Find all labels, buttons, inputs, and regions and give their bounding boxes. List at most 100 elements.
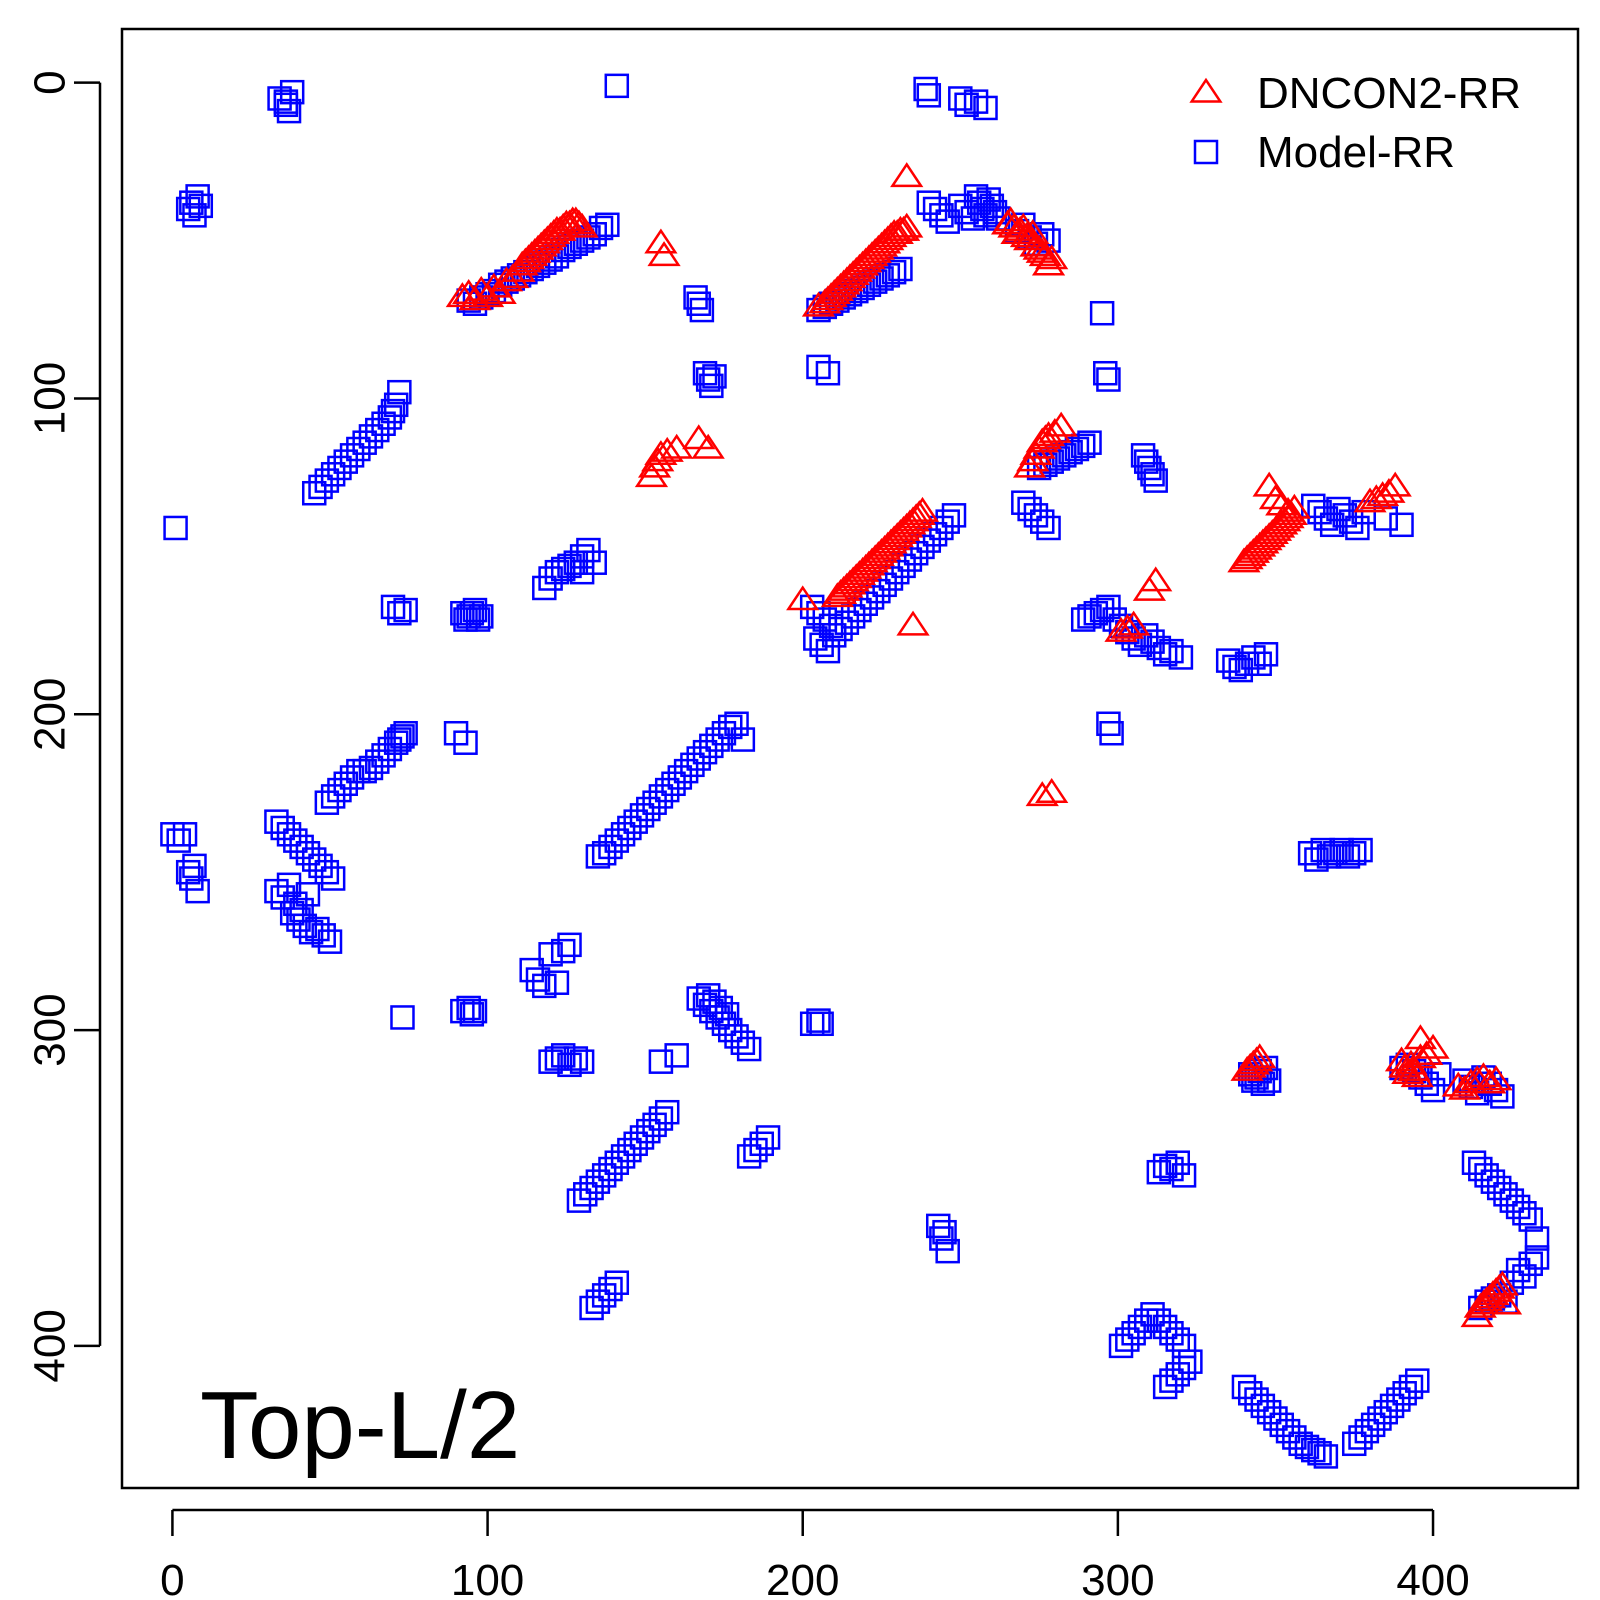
model-rr-point xyxy=(339,443,365,468)
model-rr-point xyxy=(267,86,292,111)
model-rr-point xyxy=(929,203,954,228)
dncon2-rr-point xyxy=(1044,411,1078,437)
model-rr-point xyxy=(585,1169,611,1194)
panel-label: Top-L/2 xyxy=(200,1372,520,1479)
model-rr-point xyxy=(1099,720,1124,746)
model-rr-point xyxy=(1354,1418,1380,1444)
model-rr-point xyxy=(1468,1156,1493,1182)
model-rr-point xyxy=(585,844,611,869)
model-rr-point xyxy=(1108,1333,1134,1359)
dncon2-rr-point xyxy=(1035,244,1069,270)
model-rr-point xyxy=(175,859,201,885)
model-rr-point xyxy=(365,749,390,774)
model-rr-point xyxy=(1307,499,1332,525)
model-rr-point xyxy=(1524,1245,1550,1270)
model-rr-point xyxy=(1029,509,1055,534)
model-rr-point xyxy=(557,1052,582,1078)
model-rr-point xyxy=(847,597,872,623)
model-rr-point xyxy=(689,297,715,323)
model-rr-point xyxy=(182,853,207,879)
model-rr-point xyxy=(1133,449,1159,474)
model-rr-point xyxy=(270,815,295,841)
model-rr-point xyxy=(654,1099,680,1125)
model-rr-point xyxy=(1373,1399,1399,1425)
x-tick-label: 300 xyxy=(1081,1556,1154,1600)
y-tick-label: 0 xyxy=(26,70,75,94)
model-rr-point xyxy=(283,828,308,853)
model-rr-point xyxy=(686,291,711,316)
model-rr-point xyxy=(538,566,563,591)
model-rr-point xyxy=(459,1002,485,1027)
model-rr-point xyxy=(935,1238,960,1264)
model-rr-point xyxy=(1461,1150,1487,1175)
model-rr-point xyxy=(1168,645,1194,670)
model-rr-point xyxy=(692,739,718,765)
dncon2-rr-point xyxy=(786,585,820,611)
model-rr-point xyxy=(383,730,409,755)
dncon2-rr-point xyxy=(1110,613,1144,639)
model-rr-point xyxy=(730,1030,756,1055)
model-rr-point xyxy=(1159,638,1184,664)
model-rr-point xyxy=(673,758,699,784)
dncon2-rr-point xyxy=(565,212,599,238)
model-rr-point xyxy=(1070,433,1096,459)
model-rr-point xyxy=(954,199,979,225)
model-rr-point xyxy=(371,411,396,437)
model-rr-point xyxy=(320,866,346,891)
model-rr-point xyxy=(1083,600,1109,626)
model-rr-point xyxy=(1058,439,1083,465)
model-rr-point xyxy=(443,720,469,746)
y-tick-label: 200 xyxy=(26,678,75,751)
model-rr-point xyxy=(1137,455,1162,481)
dncon2-rr-point xyxy=(1258,484,1293,510)
model-rr-point xyxy=(1143,468,1168,493)
model-rr-point xyxy=(308,474,333,500)
dncon2-rr-point xyxy=(1454,1068,1488,1094)
model-rr-point xyxy=(160,822,185,847)
model-rr-point xyxy=(1512,1264,1537,1289)
dncon2-rr-point xyxy=(1038,417,1072,443)
y-tick-label: 400 xyxy=(26,1309,75,1382)
model-rr-point xyxy=(648,1049,674,1074)
model-rr-point xyxy=(182,203,207,228)
model-rr-point xyxy=(1159,1321,1184,1346)
model-rr-point xyxy=(566,1188,592,1213)
model-rr-point xyxy=(380,594,406,620)
legend-label-dncon2-rr: DNCON2-RR xyxy=(1257,69,1521,118)
model-rr-point xyxy=(550,938,576,964)
model-rr-point xyxy=(1121,1321,1146,1346)
dncon2-rr-point xyxy=(1403,1043,1438,1069)
model-rr-point xyxy=(1011,490,1036,515)
model-rr-point xyxy=(317,929,343,954)
model-rr-point xyxy=(1301,1437,1326,1463)
model-rr-point xyxy=(298,919,324,945)
model-rr-point xyxy=(812,607,838,632)
dncon2-rr-point xyxy=(1025,781,1059,807)
model-rr-point xyxy=(1017,496,1042,522)
model-rr-point xyxy=(1505,1194,1531,1220)
model-rr-point xyxy=(295,840,321,866)
legend-marker-model-rr xyxy=(1193,139,1219,165)
model-rr-point xyxy=(1089,300,1115,326)
model-rr-point xyxy=(314,790,340,815)
legend-label-model-rr: Model-RR xyxy=(1257,128,1455,177)
model-rr-point xyxy=(383,392,409,418)
model-rr-point xyxy=(1313,506,1339,531)
dncon2-rr-point xyxy=(464,275,498,301)
model-rr-point xyxy=(1524,1226,1550,1251)
model-rr-point xyxy=(532,575,557,601)
x-tick-label: 200 xyxy=(766,1556,839,1600)
model-rr-point xyxy=(1096,367,1121,392)
model-rr-point xyxy=(1234,651,1260,677)
model-rr-point xyxy=(352,430,377,455)
model-rr-point xyxy=(339,765,365,790)
x-tick-label: 100 xyxy=(451,1556,524,1600)
model-rr-point xyxy=(815,360,841,386)
model-rr-point xyxy=(1140,1302,1165,1327)
model-rr-point xyxy=(1152,1153,1178,1179)
model-rr-point xyxy=(1493,1182,1518,1207)
model-rr-point xyxy=(717,714,743,740)
model-rr-point xyxy=(629,1125,655,1150)
model-rr-point xyxy=(1253,642,1279,667)
model-rr-point xyxy=(1165,1150,1191,1175)
